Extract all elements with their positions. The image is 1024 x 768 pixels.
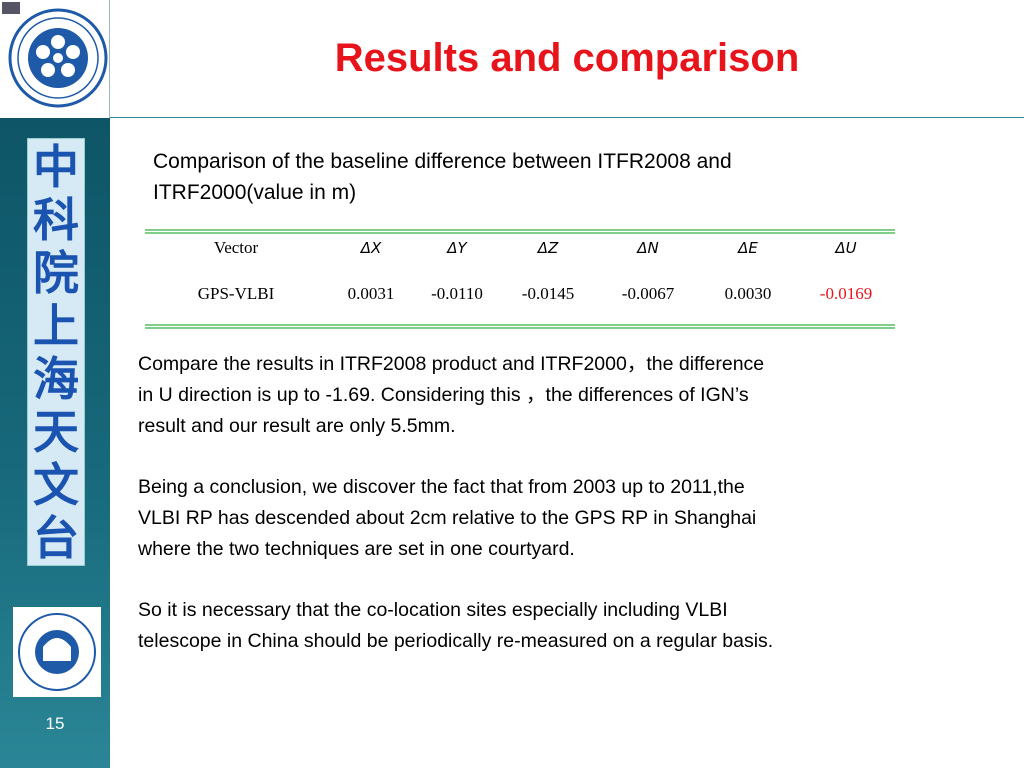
- paragraph-line: result and our result are only 5.5mm.: [138, 415, 456, 437]
- table-caption: Comparison of the baseline difference be…: [153, 146, 732, 208]
- observatory-emblem: [18, 613, 96, 691]
- paragraph-line: in U direction is up to -1.69. Consideri…: [138, 384, 749, 406]
- institute-char: 台: [33, 511, 79, 565]
- table-cell: 0.0030: [724, 284, 772, 303]
- column-header: Vector: [213, 238, 259, 257]
- table-cell: -0.0067: [621, 284, 675, 303]
- institute-char: 海: [33, 352, 79, 406]
- body-text: Compare the results in ITRF2008 product …: [138, 349, 773, 687]
- caption-line: ITRF2000(value in m): [153, 181, 357, 204]
- header-rule: [110, 117, 1024, 118]
- academy-logo: [2, 2, 108, 108]
- table-bottom-rule: [145, 324, 895, 329]
- slide-title: Results and comparison: [334, 36, 800, 80]
- table-cell: GPS-VLBI: [197, 284, 275, 303]
- column-header: ΔX: [360, 239, 382, 257]
- logo-panel: [0, 0, 110, 118]
- institute-char: 科: [33, 193, 79, 247]
- column-header: ΔZ: [537, 239, 559, 257]
- paragraph: So it is necessary that the co-location …: [138, 595, 773, 657]
- institute-char: 天: [33, 405, 79, 459]
- paragraph-line: So it is necessary that the co-location …: [138, 599, 728, 621]
- table-top-rule: [145, 229, 895, 234]
- caption-line: Comparison of the baseline difference be…: [153, 150, 732, 173]
- table-cell: -0.0169: [819, 284, 873, 303]
- institute-name: 中科院上海天文台: [27, 138, 85, 566]
- paragraph-line: VLBI RP has descended about 2cm relative…: [138, 507, 757, 529]
- paragraph: Compare the results in ITRF2008 product …: [138, 349, 773, 442]
- institute-char: 中: [33, 140, 79, 194]
- header-row: Vector ΔX ΔY ΔZ ΔN ΔE ΔU: [145, 233, 895, 263]
- table-cell: -0.0110: [431, 284, 483, 303]
- paragraph-line: Being a conclusion, we discover the fact…: [138, 476, 745, 498]
- column-header: ΔE: [738, 239, 758, 257]
- paragraph-line: telescope in China should be periodicall…: [138, 630, 774, 652]
- data-row: GPS-VLBI 0.0031 -0.0110 -0.0145 -0.0067 0.003…: [145, 263, 895, 325]
- table-cell: 0.0031: [347, 284, 395, 303]
- table-cell: -0.0145: [521, 284, 575, 303]
- observatory-logo: [13, 607, 101, 697]
- column-header: ΔN: [637, 239, 659, 257]
- paragraph-line: Compare the results in ITRF2008 product …: [138, 353, 765, 375]
- institute-char: 院: [33, 246, 79, 300]
- institute-char: 上: [33, 299, 79, 353]
- page-number: 15: [45, 714, 65, 733]
- paragraph: Being a conclusion, we discover the fact…: [138, 472, 773, 565]
- paragraph-line: where the two techniques are set in one …: [138, 538, 575, 560]
- column-header: ΔU: [835, 239, 857, 257]
- column-header: ΔY: [447, 239, 467, 257]
- table: Vector ΔX ΔY ΔZ ΔN ΔE ΔU GPS-VLBI 0.0031 -0.0110 -…: [145, 233, 895, 325]
- institute-char: 文: [33, 458, 79, 512]
